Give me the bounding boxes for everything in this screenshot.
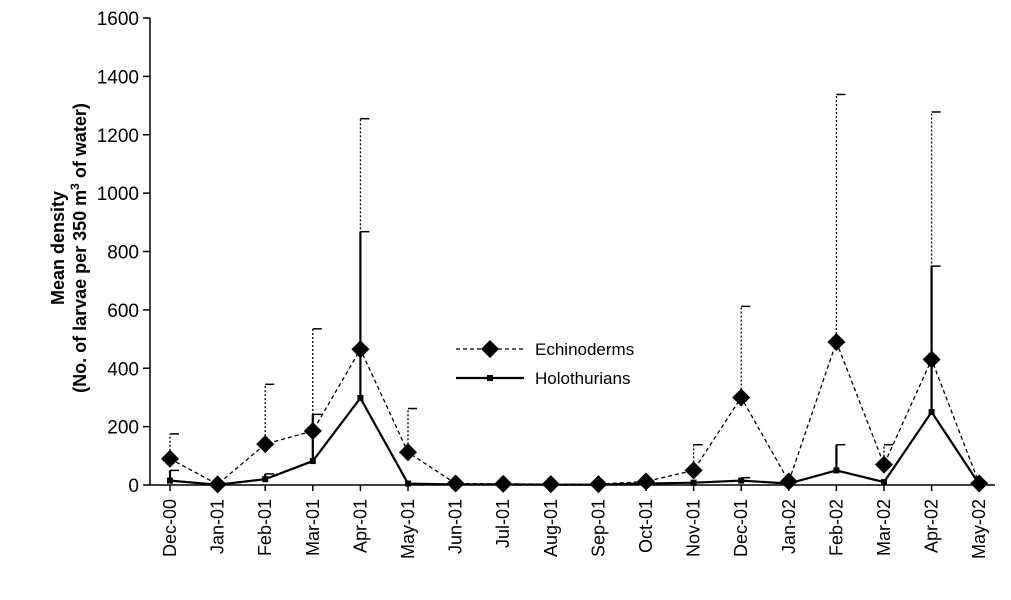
echinoderms-point [827,332,846,351]
x-tick-label: Mar-02 [874,499,894,556]
axes: 0 200 400 600 800 1000 1200 1400 1600 Dec-00 Jan-0… [97,9,995,559]
echinoderms-point [732,388,751,407]
x-tick-label: Mar-01 [303,499,323,556]
series-markers [161,332,989,494]
y-tick-label: 1600 [97,9,139,30]
y-tick-label: 200 [107,418,139,439]
holothurians-point [690,479,697,486]
x-tick-label: Jul-01 [493,499,513,548]
x-tick-label: Sep-01 [588,499,608,557]
holothurians-point [452,481,459,488]
x-tick-label: Apr-01 [350,499,370,553]
x-tick-label: May-01 [398,499,418,559]
holothurians-point [833,467,840,474]
y-tick-label: 400 [107,359,139,380]
echinoderms-point [684,461,703,480]
holothurians-point [262,476,269,483]
legend: Echinoderms Holothurians [456,340,634,388]
echinoderms-point [303,422,322,441]
echinoderms-point [399,443,417,462]
echinoderms-point [161,449,179,468]
x-tick-label: Jun-01 [446,499,466,554]
y-axis-title-line1: Mean density [48,191,68,305]
x-tick-label: Jan-01 [208,499,228,554]
y-tick-label: 1000 [97,184,139,205]
legend-marker-holothurians [487,375,493,381]
echinoderms-point [922,350,941,369]
x-tick-label: Dec-01 [731,499,751,557]
holothurians-point [547,481,554,488]
holothurians-point [738,477,745,484]
x-tick-label: Jan-02 [779,499,799,554]
x-tick-label: Nov-01 [684,499,704,557]
legend-label-echinoderms: Echinoderms [535,340,634,359]
holothurians-point [214,481,221,488]
holothurians-point [928,409,935,416]
echinoderms-point [875,455,893,474]
x-tick-label: Feb-01 [255,499,275,556]
holothurians-point [405,480,411,487]
x-tick-label: Apr-02 [922,499,942,553]
x-tick-label: Aug-01 [541,499,561,557]
x-tick-label: Oct-01 [636,499,656,553]
echinoderms-point [351,340,370,359]
y-tick-label: 1400 [97,67,139,88]
holothurians-point [595,481,602,488]
legend-label-holothurians: Holothurians [535,369,630,388]
holothurians-point [643,480,649,487]
holothurians-point [309,458,316,465]
y-tick-label: 800 [107,243,139,264]
y-tick-label: 0 [128,476,139,497]
error-bars [168,93,941,481]
x-tick-label: Feb-02 [826,499,846,556]
x-tick-label: Dec-00 [160,499,180,557]
echinoderms-series-line [169,340,980,486]
holothurians-series-line [169,396,981,486]
x-tick-label: May-02 [969,499,989,559]
holothurians-point [785,480,792,487]
y-axis-title: Mean density (No. of larvae per 350 m3 o… [48,103,90,393]
y-axis-title-line2: (No. of larvae per 350 m3 of water) [68,103,90,393]
holothurians-point [881,479,887,486]
holothurians-point [500,481,507,488]
y-tick-label: 600 [107,301,139,322]
y-tick-label: 1200 [97,126,139,147]
echinoderms-point [256,435,275,454]
series-lines [169,340,981,486]
holothurians-point [167,477,173,484]
holothurians-point [357,395,364,402]
legend-marker-echinoderms [481,340,499,358]
holothurians-point [976,481,983,488]
